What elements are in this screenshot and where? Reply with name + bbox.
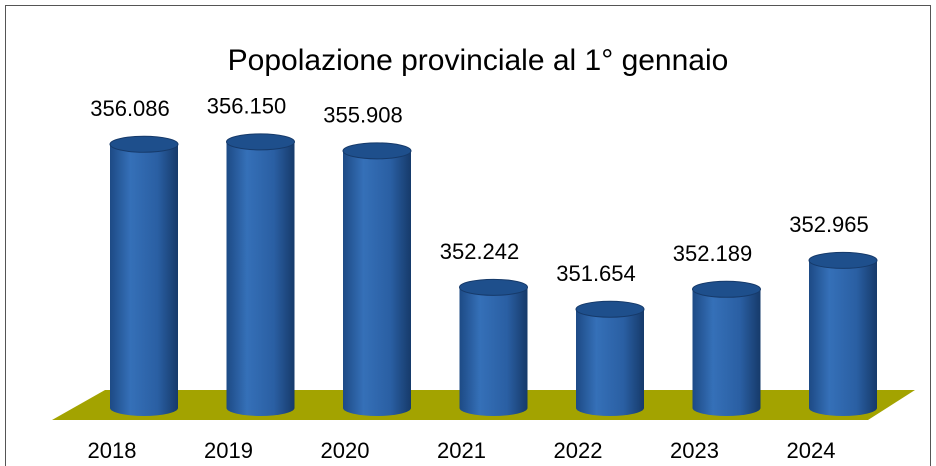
- x-tick-label: 2019: [204, 438, 253, 463]
- bar: [576, 309, 644, 416]
- x-tick-label: 2022: [554, 438, 603, 463]
- cylinder-top: [109, 135, 179, 153]
- cylinder-top: [459, 278, 528, 296]
- chart-title: Popolazione provinciale al 1° gennaio: [228, 44, 729, 77]
- value-label: 352.189: [673, 241, 753, 266]
- value-label: 356.086: [90, 96, 170, 121]
- value-label: 351.654: [556, 261, 636, 286]
- value-label: 352.242: [440, 239, 520, 264]
- x-tick-label: 2018: [88, 438, 137, 463]
- bar: [343, 150, 411, 416]
- bar: [809, 260, 877, 416]
- bar: [110, 144, 178, 416]
- cylinder-top: [692, 280, 761, 298]
- bar: [226, 141, 295, 416]
- x-tick-label: 2024: [787, 438, 836, 463]
- x-tick-label: 2020: [321, 438, 370, 463]
- cylinder-top: [808, 251, 878, 269]
- cylinder-top: [226, 133, 295, 151]
- cylinder-top: [342, 142, 412, 160]
- x-tick-label: 2023: [670, 438, 719, 463]
- x-tick-label: 2021: [437, 438, 486, 463]
- bar: [692, 289, 761, 416]
- value-label: 355.908: [323, 103, 403, 128]
- bar: [459, 287, 528, 416]
- value-label: 352.965: [789, 212, 869, 237]
- cylinder-top: [575, 300, 645, 318]
- value-label: 356.150: [207, 94, 287, 119]
